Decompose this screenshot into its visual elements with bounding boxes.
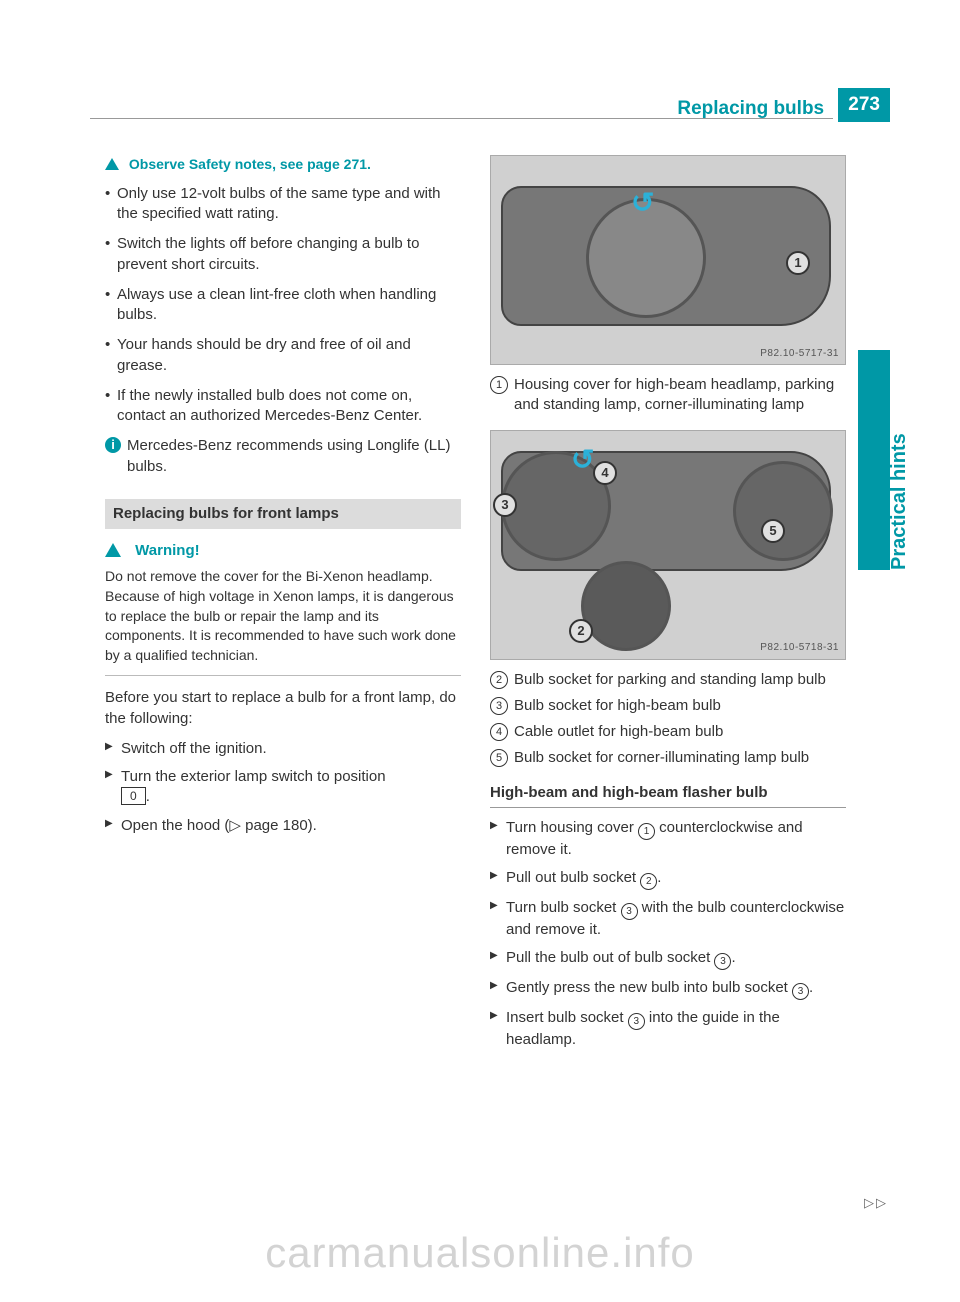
warning-triangle-icon <box>105 543 121 557</box>
diagram-code: P82.10-5718-31 <box>760 641 839 655</box>
legend-item: 5 Bulb socket for corner-illuminating lam… <box>490 748 846 768</box>
page-header: Replacing bulbs 273 <box>677 88 890 122</box>
rotation-arrow-icon: ↺ <box>631 184 654 222</box>
legend-num-icon: 3 <box>490 697 508 715</box>
diagram-code: P82.10-5717-31 <box>760 347 839 361</box>
intro-text: Before you start to replace a bulb for a… <box>105 688 461 729</box>
step-text: Turn the exterior lamp switch to positio… <box>121 768 386 785</box>
legend-text: Bulb socket for parking and standing lam… <box>514 671 826 688</box>
legend-num-icon: 4 <box>490 723 508 741</box>
callout-3: 3 <box>493 493 517 517</box>
ref-3-icon: 3 <box>628 1013 645 1030</box>
header-rule <box>90 118 833 119</box>
callout-5: 5 <box>761 519 785 543</box>
list-item: Turn the exterior lamp switch to positio… <box>105 767 461 808</box>
callout-4: 4 <box>593 461 617 485</box>
legend-item: 3 Bulb socket for high-beam bulb <box>490 696 846 716</box>
ref-1-icon: 1 <box>638 823 655 840</box>
list-item: Insert bulb socket 3 into the guide in t… <box>490 1008 846 1050</box>
side-tab-text: Practical hints <box>886 350 913 570</box>
ref-3-icon: 3 <box>714 953 731 970</box>
continue-indicator-icon: ▷▷ <box>864 1194 888 1212</box>
legend-item: 2 Bulb socket for parking and standing la… <box>490 670 846 690</box>
callout-1: 1 <box>786 251 810 275</box>
section-heading: Replacing bulbs for front lamps <box>105 499 461 529</box>
legend-item: 4 Cable outlet for high-beam bulb <box>490 722 846 742</box>
rotation-arrow-icon: ↺ <box>571 441 594 479</box>
list-item: Pull the bulb out of bulb socket 3. <box>490 948 846 970</box>
headlamp-diagram-1: ↺ 1 P82.10-5717-31 <box>490 155 846 365</box>
list-item: Switch off the ignition. <box>105 739 461 759</box>
legend-num-icon: 5 <box>490 749 508 767</box>
ref-3-icon: 3 <box>792 983 809 1000</box>
warning-triangle-icon <box>105 158 119 170</box>
left-column: Observe Safety notes, see page 271. Only… <box>105 155 461 844</box>
page-number: 273 <box>838 88 890 122</box>
legend-num-icon: 2 <box>490 671 508 689</box>
precaution-list: Only use 12-volt bulbs of the same type … <box>105 184 461 427</box>
legend-text: Bulb socket for corner-illuminating lamp… <box>514 749 809 766</box>
list-item: Turn housing cover 1 counterclockwise an… <box>490 818 846 860</box>
legend-num-icon: 1 <box>490 376 508 394</box>
list-item: Switch the lights off before changing a … <box>105 234 461 275</box>
sub-heading: High-beam and high-beam flasher bulb <box>490 783 846 808</box>
legend-item: 1 Housing cover for high-beam headlamp, … <box>490 375 846 416</box>
legend-text: Cable outlet for high-beam bulb <box>514 723 723 740</box>
list-item: Gently press the new bulb into bulb sock… <box>490 978 846 1000</box>
list-item: Only use 12-volt bulbs of the same type … <box>105 184 461 225</box>
high-beam-steps: Turn housing cover 1 counterclockwise an… <box>490 818 846 1051</box>
switch-position-icon: 0 <box>121 787 146 805</box>
warning-separator <box>105 675 461 676</box>
list-item: Your hands should be dry and free of oil… <box>105 335 461 376</box>
list-item: Always use a clean lint-free cloth when … <box>105 285 461 326</box>
legend-text: Bulb socket for high-beam bulb <box>514 697 721 714</box>
warning-title-text: Warning! <box>135 542 199 559</box>
warning-heading: Warning! <box>105 541 461 561</box>
legend-text: Housing cover for high-beam headlamp, pa… <box>514 376 834 413</box>
warning-body: Do not remove the cover for the Bi-Xenon… <box>105 567 461 665</box>
info-text: Mercedes-Benz recommends using Longlife … <box>127 437 451 474</box>
period: . <box>146 788 150 805</box>
safety-note-text: Observe Safety notes, see page 271. <box>129 156 371 172</box>
callout-2: 2 <box>569 619 593 643</box>
watermark: carmanualsonline.info <box>0 1225 960 1282</box>
diagram-1-legend: 1 Housing cover for high-beam headlamp, … <box>490 375 846 416</box>
ref-3-icon: 3 <box>621 903 638 920</box>
ref-2-icon: 2 <box>640 873 657 890</box>
list-item: Turn bulb socket 3 with the bulb counter… <box>490 898 846 940</box>
info-note: Mercedes-Benz recommends using Longlife … <box>105 436 461 477</box>
prep-steps: Switch off the ignition. Turn the exteri… <box>105 739 461 836</box>
safety-note: Observe Safety notes, see page 271. <box>105 155 461 174</box>
diagram-2-legend: 2 Bulb socket for parking and standing la… <box>490 670 846 769</box>
list-item: Pull out bulb socket 2. <box>490 868 846 890</box>
right-column: ↺ 1 P82.10-5717-31 1 Housing cover for h… <box>490 155 846 1059</box>
list-item: Open the hood (▷ page 180). <box>105 816 461 836</box>
list-item: If the newly installed bulb does not com… <box>105 386 461 427</box>
headlamp-diagram-2: ↺ 3 4 5 2 P82.10-5718-31 <box>490 430 846 660</box>
